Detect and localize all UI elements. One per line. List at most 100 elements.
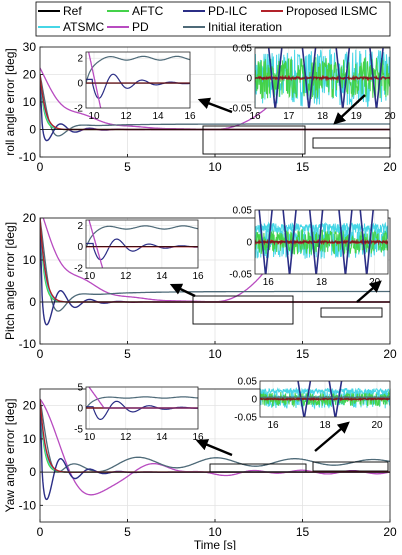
inset-3-1: 10 12 14 16 -5 0 5 <box>74 383 204 444</box>
inset-x-tick-label: 14 <box>156 432 168 443</box>
inset-y-tick-label: -5 <box>74 425 83 436</box>
series-initial-iteration <box>86 225 198 249</box>
y-tick-label: 0 <box>29 465 36 479</box>
zoom-arrow <box>197 97 233 114</box>
zoom-region-marker <box>320 307 383 318</box>
y-tick-label: 20 <box>23 68 37 82</box>
x-tick-label: 10 <box>208 160 222 174</box>
x-tick-label: 20 <box>383 525 397 539</box>
y-axis-label: roll angle error [deg] <box>3 48 17 155</box>
inset-x-tick-label: 16 <box>184 111 196 122</box>
inset-frame <box>85 51 191 109</box>
series-initial-iteration <box>40 218 390 312</box>
series-pd-ilc <box>86 73 190 99</box>
inset-series <box>86 220 198 268</box>
inset-x-tick-label: 10 <box>84 432 96 443</box>
zoom-arrow <box>333 94 366 125</box>
zoom-arrow <box>356 280 382 303</box>
inset-background <box>86 220 198 268</box>
series-pd-ilc <box>335 48 351 108</box>
y-axis-label: Yaw angle error [deg] <box>3 399 17 513</box>
inset-y-tick-label: 0.05 <box>233 44 253 55</box>
x-tick-label: 15 <box>296 347 310 361</box>
legend-label: Initial iteration <box>208 20 282 34</box>
y-tick-label: 0 <box>29 295 36 309</box>
inset-x-tick-label: 16 <box>192 271 204 282</box>
y-tick-label: -10 <box>19 150 37 164</box>
legend-box <box>35 1 391 37</box>
inset-series <box>86 387 198 420</box>
series-pd-ilc <box>258 210 273 274</box>
series-initial-iteration <box>86 55 190 84</box>
inset-y-tick-label: 0 <box>246 238 252 249</box>
inset-y-tick-label: 0 <box>246 74 252 85</box>
x-tick-label: 5 <box>124 347 131 361</box>
series-pd <box>40 398 390 496</box>
inset-x-tick-label: 14 <box>156 271 168 282</box>
x-tick-label: 20 <box>383 160 397 174</box>
inset-x-tick-label: 16 <box>249 111 261 122</box>
inset-x-tick-label: 12 <box>120 271 132 282</box>
series-pd-ilc <box>297 381 312 417</box>
series-initial-iteration <box>260 395 390 399</box>
inset-frame <box>85 219 199 269</box>
series-pd-ilc <box>301 48 317 108</box>
inset-1-1: 10 12 14 16 -2 0 2 <box>74 51 196 122</box>
y-tick-label: 10 <box>23 95 37 109</box>
inset-x-tick-label: 18 <box>319 420 331 431</box>
inset-series <box>255 48 390 108</box>
y-axis-label: Pitch angle error [deg] <box>3 222 17 340</box>
x-tick-label: 15 <box>296 525 310 539</box>
inset-x-tick-label: 14 <box>152 111 164 122</box>
inset-x-tick-label: 17 <box>283 111 295 122</box>
inset-y-tick-label: 5 <box>77 383 83 394</box>
inset-x-tick-label: 18 <box>316 277 328 288</box>
inset-y-tick-label: 0.05 <box>233 206 253 217</box>
y-tick-label: 20 <box>23 399 37 413</box>
legend-item: Ref <box>38 4 82 18</box>
inset-frame <box>254 47 391 109</box>
y-tick-label: 0 <box>29 123 36 137</box>
y-tick-label: 10 <box>23 432 37 446</box>
zoom-region-marker <box>192 295 294 325</box>
x-axis-label: Time [s] <box>194 538 236 550</box>
series-atsmc-offset <box>260 387 390 396</box>
x-tick-label: 0 <box>37 525 44 539</box>
inset-y-tick-label: -2 <box>74 264 83 275</box>
series-group <box>40 47 390 142</box>
legend-label: PD-ILC <box>208 4 248 18</box>
legend-label: PD <box>132 20 149 34</box>
inset-frame <box>259 380 391 418</box>
inset-1-2: 16 17 18 19 20 -0.05 0 0.05 <box>229 44 396 123</box>
zoom-arrow <box>195 439 233 457</box>
zoom-arrow <box>314 421 350 452</box>
inset-x-tick-label: 20 <box>384 111 396 122</box>
inset-x-tick-label: 10 <box>88 111 100 122</box>
series-pd-ilc <box>369 48 384 108</box>
series-pd-ilc <box>308 210 324 274</box>
inset-series <box>260 381 390 417</box>
inset-x-tick-label: 20 <box>371 420 383 431</box>
zoom-region-marker <box>312 461 389 472</box>
legend-item: PD-ILC <box>183 4 248 18</box>
inset-2-1: 10 12 14 16 -2 0 2 <box>74 219 204 282</box>
legend-item: ATSMC <box>38 20 104 34</box>
inset-y-tick-label: 2 <box>77 221 83 232</box>
y-tick-label: 20 <box>23 211 37 225</box>
inset-background <box>86 52 190 108</box>
inset-x-tick-label: 18 <box>317 111 329 122</box>
inset-y-tick-label: -0.05 <box>229 270 252 281</box>
inset-x-tick-label: 16 <box>263 277 275 288</box>
inset-y-tick-label: 0 <box>77 242 83 253</box>
inset-y-tick-label: 0.05 <box>238 377 258 388</box>
y-tick-label: 10 <box>23 253 37 267</box>
zoom-region-marker <box>202 125 306 155</box>
inset-y-tick-label: -0.05 <box>229 104 252 115</box>
inset-x-tick-label: 16 <box>267 420 279 431</box>
x-tick-label: 20 <box>383 347 397 361</box>
